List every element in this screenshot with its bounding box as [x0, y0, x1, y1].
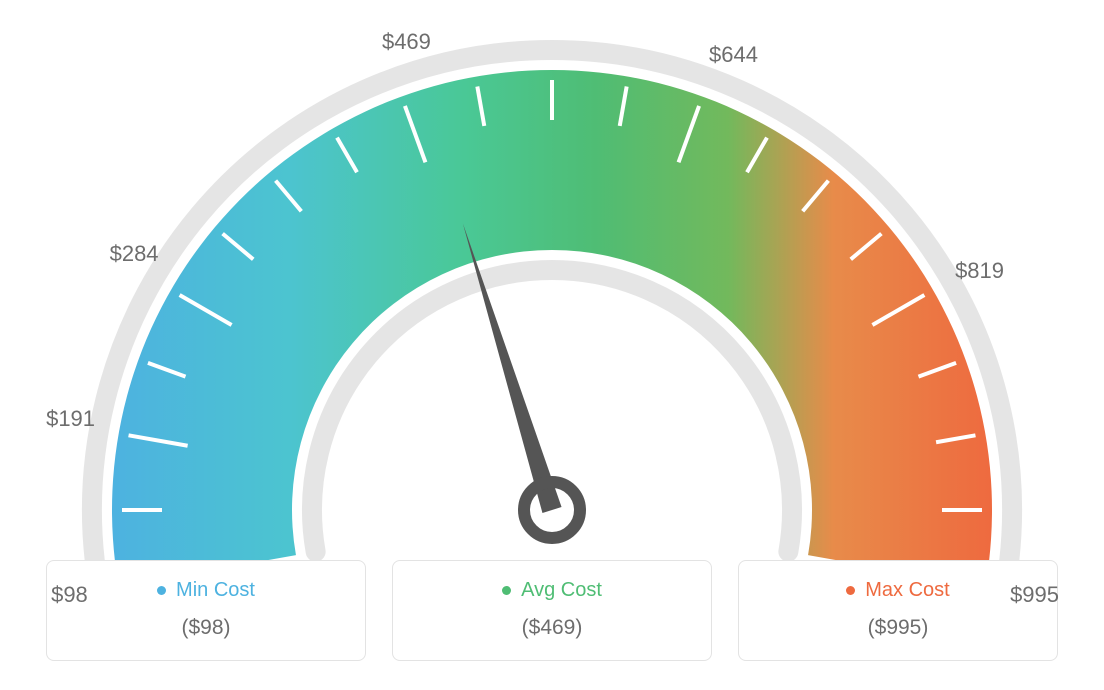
gauge-tick-label: $469: [382, 29, 431, 55]
cost-gauge: $98$191$284$469$644$819$995: [0, 0, 1104, 560]
gauge-tick-label: $284: [110, 241, 159, 267]
legend-label: Min Cost: [176, 579, 255, 602]
gauge-tick-label: $819: [955, 258, 1004, 284]
legend-value-max: ($995): [739, 616, 1057, 640]
legend-label: Max Cost: [865, 579, 949, 602]
legend-title-max: Max Cost: [846, 579, 949, 602]
gauge-tick-label: $191: [46, 406, 95, 432]
dot-icon: [846, 586, 855, 595]
gauge-svg: [0, 0, 1104, 560]
legend-title-avg: Avg Cost: [502, 579, 602, 602]
legend-value-avg: ($469): [393, 616, 711, 640]
gauge-tick-label: $98: [51, 582, 88, 608]
dot-icon: [502, 586, 511, 595]
legend-value-min: ($98): [47, 616, 365, 640]
legend-title-min: Min Cost: [157, 579, 255, 602]
legend-card-max: Max Cost ($995): [738, 560, 1058, 661]
legend-row: Min Cost ($98) Avg Cost ($469) Max Cost …: [0, 560, 1104, 661]
gauge-tick-label: $995: [1010, 582, 1059, 608]
legend-card-min: Min Cost ($98): [46, 560, 366, 661]
dot-icon: [157, 586, 166, 595]
legend-label: Avg Cost: [521, 579, 602, 602]
legend-card-avg: Avg Cost ($469): [392, 560, 712, 661]
gauge-tick-label: $644: [709, 42, 758, 68]
